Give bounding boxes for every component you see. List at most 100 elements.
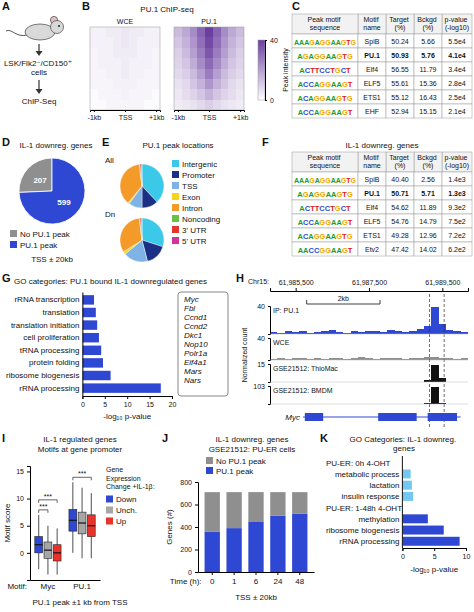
legend-label: 3' UTR xyxy=(182,226,207,235)
heat-cell xyxy=(213,48,221,58)
axis: 40 xyxy=(257,335,270,361)
bar xyxy=(82,383,160,392)
cell-text: 49.28 xyxy=(391,232,409,239)
coverage-bar xyxy=(314,332,321,334)
cell-text: 1.4e3 xyxy=(448,176,466,183)
heat-cell xyxy=(228,27,236,37)
heat-cell xyxy=(113,89,121,99)
legend-label: Unch. xyxy=(116,506,137,515)
tick-mark xyxy=(369,288,370,291)
coverage-bar xyxy=(446,330,453,334)
column-head: p-value (-log10) xyxy=(445,154,470,170)
tick: 15 xyxy=(146,396,154,408)
marks xyxy=(35,482,95,574)
track-baseline xyxy=(270,404,468,405)
heat-cell xyxy=(129,69,137,79)
cell-text: 5.66 xyxy=(421,38,435,45)
box xyxy=(78,512,86,534)
heat-cell xyxy=(90,48,98,58)
cell-text: 55.12 xyxy=(391,94,409,101)
cell xyxy=(358,104,386,118)
panel-letter: H xyxy=(236,272,244,284)
median xyxy=(78,522,86,523)
exon xyxy=(378,413,417,421)
tick-label: -1kb xyxy=(172,114,186,121)
heatmap-frame xyxy=(174,27,244,110)
header-cell xyxy=(414,152,442,172)
cell xyxy=(358,214,386,228)
text-line: GO Categories: IL-1 downreg. xyxy=(350,435,459,444)
coverage-bar xyxy=(439,358,446,360)
panel-e: PU.1 peak locationsAllDnIntergenicPromot… xyxy=(105,141,220,262)
heat-cell xyxy=(205,79,213,89)
header-cell xyxy=(414,14,442,34)
legend-label: Up xyxy=(116,517,127,526)
cell xyxy=(442,76,472,90)
axis: 15 xyxy=(257,361,270,383)
bar xyxy=(402,492,413,501)
heat-cell xyxy=(152,89,160,99)
tick-label: 61,989,500 xyxy=(425,279,460,286)
cell xyxy=(292,76,358,90)
heat-cell xyxy=(182,89,190,99)
heat-cell xyxy=(236,100,244,110)
tick: 400 xyxy=(180,524,198,531)
pie-name: All xyxy=(105,156,114,165)
tick: 10 xyxy=(124,396,132,408)
coverage-bar xyxy=(417,329,424,334)
cell xyxy=(386,76,414,90)
cell-text: 50.93 xyxy=(391,52,409,59)
panel-letter: J xyxy=(162,432,168,444)
pie xyxy=(120,164,164,208)
heat-cell xyxy=(98,89,106,99)
cell-text: 2.1e4 xyxy=(448,108,466,115)
cell xyxy=(414,172,442,186)
text-line: name xyxy=(363,24,381,31)
track-baseline xyxy=(270,334,468,335)
heat-cell xyxy=(205,48,213,58)
heatmap-frame xyxy=(90,27,160,110)
cell-text: 56.55 xyxy=(391,66,409,73)
heat-cell xyxy=(236,69,244,79)
text-line: sequence xyxy=(310,162,340,170)
heat-cell xyxy=(221,89,229,99)
cell xyxy=(442,242,472,256)
significance-bracket xyxy=(39,500,57,503)
heat-cell xyxy=(98,69,106,79)
axis-line xyxy=(266,41,268,101)
title: GO categories: PU.1 bound IL-1 downregul… xyxy=(14,277,207,286)
cell xyxy=(442,214,472,228)
significance: *** xyxy=(78,470,86,477)
tick: rRNA transcription xyxy=(14,295,82,304)
track-name: IP: PU.1 xyxy=(273,307,299,314)
tick: 5 xyxy=(20,522,30,529)
heat-cell xyxy=(197,100,205,110)
header-cell xyxy=(386,14,414,34)
cell xyxy=(358,62,386,76)
heat-cell xyxy=(106,48,114,58)
coverage-bar xyxy=(387,330,394,334)
bar xyxy=(82,295,94,304)
heat-cell xyxy=(236,79,244,89)
cell xyxy=(414,76,442,90)
heat-cell xyxy=(205,58,213,68)
heat-cell xyxy=(236,89,244,99)
box xyxy=(53,545,61,561)
tick: 1 xyxy=(232,572,237,586)
tick-mark xyxy=(195,550,198,551)
cell xyxy=(386,90,414,104)
logo-letter: T xyxy=(348,246,353,255)
motif-logo: AACCGGAAGT xyxy=(298,246,353,255)
cell-text: SpiB xyxy=(365,38,380,46)
heat-cell xyxy=(190,48,198,58)
header-cell xyxy=(442,14,472,34)
text-line: Peak motif xyxy=(307,16,342,23)
motif-logo: ACCAGGAAGT xyxy=(298,218,353,227)
legend-swatch xyxy=(106,518,113,525)
tick-mark xyxy=(195,527,198,528)
heat-cell xyxy=(106,58,114,68)
arrow-head xyxy=(36,89,43,94)
text-line: Change +IL-1β: xyxy=(106,483,155,491)
bar-segment xyxy=(248,492,263,521)
heat-cell xyxy=(182,58,190,68)
